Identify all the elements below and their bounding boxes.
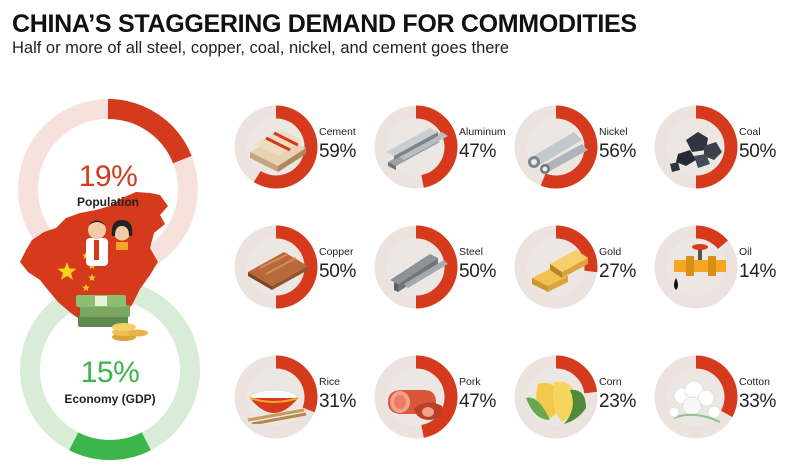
commodity-tile-cotton: Cotton 33% [652, 350, 792, 450]
economy-label: Economy (GDP) [64, 392, 156, 406]
corn-cobs-icon [526, 381, 586, 424]
commodity-tile-cement: Cement 59% [232, 100, 372, 200]
donut-arc-cotton [695, 355, 738, 417]
economy-ring-arc [69, 432, 151, 460]
pork-sausage-icon [388, 390, 443, 420]
commodity-label-nickel: Nickel [599, 126, 628, 138]
commodity-value-gold: 27% [599, 261, 637, 282]
commodity-label-cement: Cement [319, 126, 356, 138]
commodity-tile-gold: Gold 27% [512, 220, 652, 320]
commodity-value-rice: 31% [319, 391, 357, 412]
commodity-tile-aluminum: Aluminum 47% [372, 100, 512, 200]
commodity-value-pork: 47% [459, 391, 497, 412]
rice-bowl-icon [247, 389, 307, 424]
commodity-label-coal: Coal [739, 126, 761, 138]
commodity-tile-nickel: Nickel 56% [512, 100, 652, 200]
commodity-value-coal: 50% [739, 141, 777, 162]
page-subtitle: Half or more of all steel, copper, coal,… [12, 39, 510, 57]
donut-arc-oil [695, 225, 728, 250]
commodity-label-gold: Gold [599, 246, 622, 258]
commodity-label-pork: Pork [459, 376, 481, 388]
commodity-tile-pork: Pork 47% [372, 350, 512, 450]
cotton-bolls-icon [668, 380, 721, 423]
population-ring-arc [107, 99, 192, 164]
copper-sheets-icon [248, 252, 308, 290]
donut-arc-copper [275, 225, 318, 309]
donut-arc-pork [415, 355, 458, 438]
economy-value: 15% [80, 356, 140, 389]
page-title: CHINA’S STAGGERING DEMAND FOR COMMODITIE… [12, 10, 637, 38]
population-economy-rings [18, 99, 200, 460]
donut-arc-gold [555, 225, 598, 273]
donut-arc-aluminum [415, 105, 458, 188]
gold-bars-icon [532, 250, 588, 292]
commodity-label-rice: Rice [319, 376, 341, 388]
aluminum-bars-icon [386, 128, 448, 170]
commodity-value-copper: 50% [319, 261, 357, 282]
population-value: 19% [78, 160, 138, 193]
oil-pipe-icon [674, 244, 726, 290]
commodity-value-cement: 59% [319, 141, 357, 162]
commodity-tile-oil: Oil 14% [652, 220, 792, 320]
commodity-label-oil: Oil [739, 246, 752, 258]
donut-arc-steel [415, 225, 458, 309]
commodity-value-aluminum: 47% [459, 141, 497, 162]
cement-bags-icon [250, 130, 306, 172]
donut-arc-coal [695, 105, 738, 189]
steel-rails-icon [390, 254, 448, 292]
commodity-tile-rice: Rice 31% [232, 350, 372, 450]
commodity-value-corn: 23% [599, 391, 637, 412]
commodity-tile-coal: Coal 50% [652, 100, 792, 200]
money-stack-icon [76, 295, 148, 341]
commodity-label-copper: Copper [319, 246, 354, 258]
commodity-value-steel: 50% [459, 261, 497, 282]
people-icon [86, 220, 133, 266]
nickel-pipes-icon [528, 132, 588, 174]
commodity-tile-corn: Corn 23% [512, 350, 652, 450]
commodity-label-steel: Steel [459, 246, 483, 258]
commodity-label-corn: Corn [599, 376, 622, 388]
population-economy-panel: 19% Population 15% Economy (GDP) [0, 0, 230, 471]
commodity-label-aluminum: Aluminum [459, 126, 506, 138]
commodity-value-nickel: 56% [599, 141, 637, 162]
population-label: Population [77, 195, 139, 209]
commodity-value-oil: 14% [739, 261, 777, 282]
commodity-tile-copper: Copper 50% [232, 220, 372, 320]
commodity-donut-grid: Cement 59% Aluminum 47% Nickel 56% Coal 50% Copp… [232, 100, 792, 460]
commodity-label-cotton: Cotton [739, 376, 770, 388]
donut-arc-corn [555, 355, 598, 394]
commodity-value-cotton: 33% [739, 391, 777, 412]
donut-arc-nickel [540, 105, 598, 189]
coal-lumps-icon [670, 132, 722, 172]
donut-arc-cement [253, 105, 318, 189]
donut-arc-rice [275, 355, 318, 413]
commodity-tile-steel: Steel 50% [372, 220, 512, 320]
